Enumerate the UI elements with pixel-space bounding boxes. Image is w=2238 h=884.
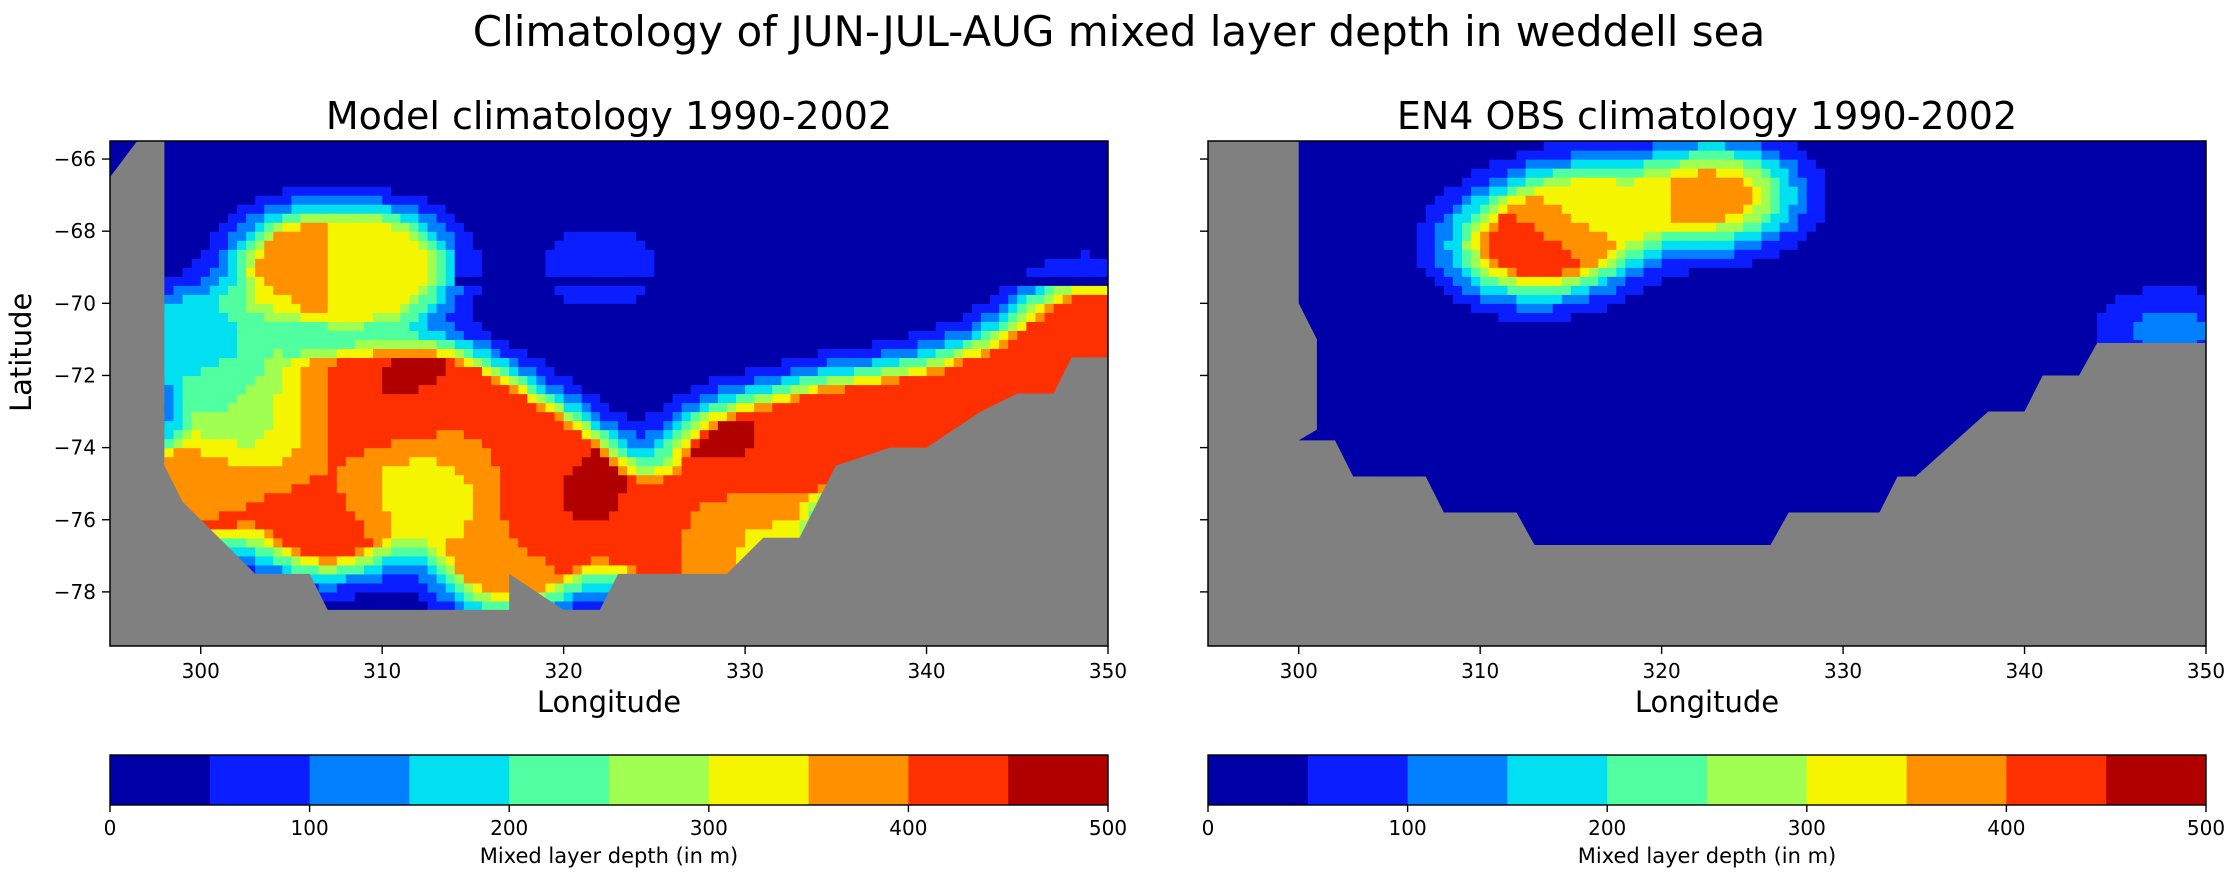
colorbar-tick-label: 0 <box>1202 816 1215 840</box>
right-colorbar-label: Mixed layer depth (in m) <box>1577 844 1837 868</box>
right-colorbar-svg: 0 100 200 300 400 500 <box>1202 754 2225 840</box>
colorbar-segment <box>1208 755 1309 805</box>
colorbar-segment <box>1008 755 1109 805</box>
y-tick-label: −68 <box>54 219 96 243</box>
colorbar-segment <box>1806 755 1908 805</box>
colorbar-segment <box>409 755 510 805</box>
x-tick-label: 300 <box>182 659 220 683</box>
colorbar-tick-label: 500 <box>1089 816 1127 840</box>
left-x-axis-label: Longitude <box>536 685 682 719</box>
figure-title: Climatology of JUN-JUL-AUG mixed layer d… <box>472 7 1766 56</box>
colorbar-tick-label: 500 <box>2187 816 2225 840</box>
right-plot-svg: 300 310 320 330 340 350 <box>1200 140 2225 683</box>
colorbar-tick-label: 400 <box>1987 816 2025 840</box>
x-tick-label: 350 <box>2187 659 2225 683</box>
x-tick-label: 350 <box>1089 659 1127 683</box>
colorbar-segment <box>609 755 710 805</box>
colorbar-segment <box>1307 755 1409 805</box>
land-mask <box>1208 141 2206 646</box>
colorbar-segment <box>1507 755 1608 805</box>
colorbar-tick-label: 0 <box>104 816 117 840</box>
right-x-axis-label: Longitude <box>1634 685 1780 719</box>
colorbar-tick-label: 300 <box>690 816 728 840</box>
plot-frame <box>1207 140 2207 647</box>
x-tick-label: 310 <box>1461 659 1499 683</box>
colorbar-segment <box>1906 755 2007 805</box>
colorbar-tick-label: 200 <box>1588 816 1626 840</box>
x-tick-label: 300 <box>1280 659 1318 683</box>
colorbar-segment <box>708 755 810 805</box>
colorbar-segment <box>110 755 211 805</box>
x-tick-label: 320 <box>1643 659 1681 683</box>
x-tick-label: 310 <box>363 659 401 683</box>
y-tick-label: −70 <box>54 291 96 315</box>
contour-field <box>110 141 1108 646</box>
left-contour-plot: 300 310 320 330 340 350 −66 −68 −70 −72 −74 −76 −78 <box>54 140 1127 683</box>
y-tick-label: −74 <box>54 436 96 460</box>
colorbar-segment <box>209 755 311 805</box>
left-plot-svg: 300 310 320 330 340 350 −66 −68 −70 −72 −74 −76 −78 <box>54 140 1127 683</box>
x-tick-label: 330 <box>726 659 764 683</box>
colorbar-segment <box>1407 755 1508 805</box>
land-mask <box>110 141 1108 646</box>
colorbar-segment <box>2106 755 2207 805</box>
colorbar-frame <box>1207 754 2207 806</box>
x-tick-label: 320 <box>545 659 583 683</box>
y-axis-label: Latitude <box>4 292 38 412</box>
colorbar-segment <box>309 755 410 805</box>
colorbar-tick-label: 100 <box>291 816 329 840</box>
y-tick-label: −72 <box>54 363 96 387</box>
left-colorbar-label: Mixed layer depth (in m) <box>479 844 739 868</box>
colorbar-tick-label: 200 <box>490 816 528 840</box>
right-contour-plot: 300 310 320 330 340 350 <box>1200 140 2225 683</box>
right-chart-title: EN4 OBS climatology 1990-2002 <box>1396 94 2018 138</box>
colorbar-tick-label: 300 <box>1788 816 1826 840</box>
y-tick-label: −78 <box>54 580 96 604</box>
contour-field <box>1208 141 2206 646</box>
x-tick-label: 340 <box>2005 659 2043 683</box>
colorbar-tick-label: 400 <box>889 816 927 840</box>
y-tick-label: −76 <box>54 508 96 532</box>
left-colorbar-svg: 0 100 200 300 400 500 <box>104 754 1127 840</box>
left-chart-title: Model climatology 1990-2002 <box>325 94 893 138</box>
colorbar-segment <box>1707 755 1808 805</box>
colorbar-tick-label: 100 <box>1389 816 1427 840</box>
colorbar-segment <box>1607 755 1708 805</box>
colorbar-segment <box>808 755 909 805</box>
right-colorbar: 0 100 200 300 400 500 <box>1202 754 2225 840</box>
colorbar-segment <box>509 755 610 805</box>
colorbar-segment <box>908 755 1009 805</box>
x-tick-label: 340 <box>907 659 945 683</box>
colorbar-frame <box>109 754 1109 806</box>
colorbar-segment <box>2006 755 2107 805</box>
y-tick-label: −66 <box>54 147 96 171</box>
left-colorbar: 0 100 200 300 400 500 <box>104 754 1127 840</box>
plot-frame <box>109 140 1109 647</box>
x-tick-label: 330 <box>1824 659 1862 683</box>
